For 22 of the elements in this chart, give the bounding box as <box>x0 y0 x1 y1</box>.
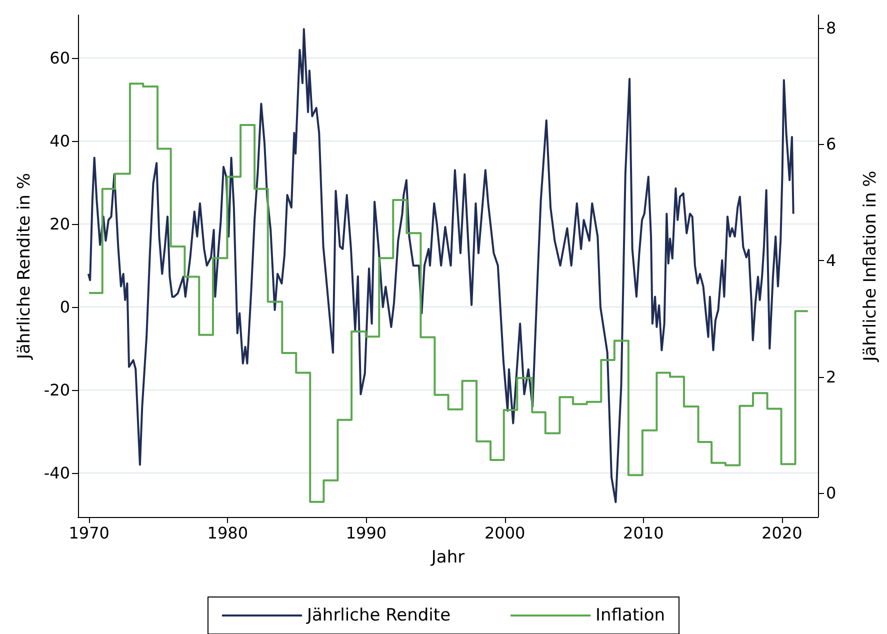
y-axis-title: Jährliche Rendite in % <box>14 172 34 360</box>
y2-tick-label: 6 <box>826 134 836 154</box>
y-tick-label: 20 <box>50 214 70 234</box>
y2-tick-label: 2 <box>826 367 836 386</box>
y-tick-label: 40 <box>50 132 70 151</box>
y-tick-label: 0 <box>60 298 70 317</box>
y2-tick-label: 4 <box>826 250 836 270</box>
x-tick-label: 2010 <box>623 524 664 542</box>
y-tick-label: 60 <box>50 48 70 68</box>
x-axis-title: Jahr <box>430 548 465 568</box>
x-tick-label: 1970 <box>68 524 110 542</box>
legend-label: Inflation <box>596 606 666 626</box>
legend-label: Jährliche Rendite <box>306 606 451 626</box>
y-tick-label: -20 <box>44 380 70 400</box>
y2-axis-title: Jährliche Inflation in % <box>860 170 880 362</box>
x-tick-label: 1980 <box>207 524 248 542</box>
y2-tick-label: 0 <box>826 484 836 503</box>
y2-tick-label: 8 <box>826 18 836 38</box>
y-tick-label: -40 <box>44 464 70 483</box>
x-tick-label: 1990 <box>346 524 387 542</box>
x-tick-label: 2000 <box>484 524 526 542</box>
x-tick-label: 2020 <box>762 524 802 542</box>
